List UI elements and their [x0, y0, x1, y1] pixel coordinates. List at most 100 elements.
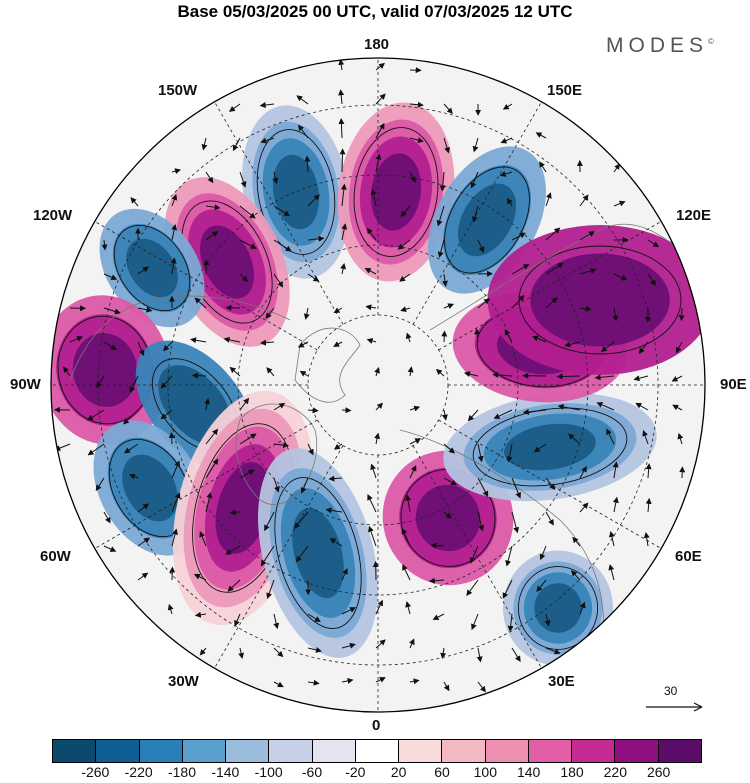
wind-arrow	[162, 341, 173, 352]
wind-arrow	[511, 511, 520, 534]
wind-arrow	[400, 306, 411, 313]
asia-coast	[429, 223, 691, 331]
wind-arrow	[170, 257, 177, 275]
wind-arrow	[307, 679, 320, 686]
lon-label-120w: 120W	[33, 207, 73, 224]
wind-arrow	[171, 528, 178, 547]
wind-arrow	[239, 171, 247, 188]
wind-arrow	[160, 409, 173, 420]
wind-arrow	[295, 545, 309, 563]
wind-arrow	[307, 407, 319, 414]
meridian-line	[214, 101, 344, 325]
wind-arrow	[397, 239, 411, 250]
wind-arrow	[201, 137, 208, 151]
wind-arrow	[128, 473, 139, 480]
wind-arrow	[171, 492, 181, 513]
wind-arrow	[364, 268, 377, 275]
wind-arrow	[435, 368, 445, 377]
wind-arrow	[366, 227, 377, 241]
wind-arrow	[439, 171, 446, 192]
wind-arrow	[612, 496, 619, 513]
lon-label-30e: 30E	[548, 673, 575, 690]
colorbar-tick-label: -140	[211, 764, 240, 780]
wind-arrow	[441, 330, 448, 343]
colorbar-tick-label: 20	[390, 764, 407, 780]
wind-arrow	[194, 297, 207, 309]
wind-arrow	[635, 402, 649, 411]
wind-arrow	[477, 239, 485, 254]
wind-arrow	[103, 545, 117, 552]
colorbar-cell	[571, 740, 615, 762]
colorbar-tick-label: 220	[603, 764, 628, 780]
wind-arrow	[299, 370, 309, 377]
wind-arrow	[239, 433, 257, 445]
land-outline-layer	[69, 223, 691, 661]
wind-arrow	[325, 507, 343, 514]
wind-arrow	[228, 103, 241, 112]
wind-arrow	[409, 678, 420, 685]
wind-arrow	[232, 137, 241, 152]
wind-arrow	[199, 647, 207, 656]
wind-arrow	[432, 613, 445, 620]
wind-arrow	[535, 132, 547, 139]
colorbar-ticks: -260 -220 -180 -140 -100 -60 -20 20 60 100 140 180 2…	[52, 764, 702, 783]
wind-arrow	[612, 307, 619, 322]
colorbar-tick-label: 100	[473, 764, 498, 780]
wind-arrow	[205, 231, 219, 241]
reference-vector-label: 30	[664, 684, 678, 698]
colorbar-tick-label: -20	[345, 764, 366, 780]
wind-arrow	[375, 153, 382, 173]
wind-arrow	[511, 295, 525, 309]
colorbar-tick-label: -260	[81, 764, 110, 780]
wind-arrow	[171, 460, 180, 479]
wind-arrow	[95, 477, 105, 492]
wind-arrow	[273, 273, 284, 288]
wind-arrow	[506, 443, 513, 463]
wind-arrow	[307, 647, 322, 653]
wind-arrow	[265, 307, 275, 319]
wind-arrow	[273, 442, 290, 449]
wind-arrow	[568, 433, 581, 445]
wind-arrow	[545, 511, 554, 526]
colorbar-cell	[268, 740, 312, 762]
wind-arrow	[428, 577, 445, 584]
wind-arrow	[63, 366, 71, 377]
colorbar-tick-label: -220	[124, 764, 153, 780]
wind-arrow	[539, 545, 547, 561]
wind-arrow	[638, 341, 649, 354]
wind-arrow	[204, 398, 211, 411]
wind-arrow	[613, 273, 628, 281]
wind-arrow	[101, 239, 108, 251]
wind-arrow	[103, 511, 111, 524]
wind-arrow	[338, 89, 345, 105]
map-border	[50, 57, 706, 713]
wind-arrow	[539, 161, 547, 173]
wind-arrow	[264, 511, 275, 532]
wind-arrow	[304, 155, 311, 173]
wind-arrow	[613, 200, 626, 207]
north-america-coast	[69, 295, 291, 381]
anomaly-center	[51, 295, 171, 445]
colorbar-cell	[95, 740, 139, 762]
wind-arrow	[273, 681, 284, 688]
lon-label-60w: 60W	[40, 548, 71, 565]
wind-arrow	[205, 458, 219, 479]
colorbar-cell	[311, 740, 355, 762]
wind-arrow	[374, 432, 381, 445]
wind-arrow	[544, 613, 551, 627]
wind-arrow	[612, 461, 619, 479]
wind-arrow	[375, 122, 385, 139]
wind-arrow	[407, 366, 414, 377]
wind-arrow	[579, 267, 597, 275]
wind-arrow	[368, 525, 377, 547]
wind-arrow	[194, 611, 207, 618]
wind-arrow	[341, 607, 356, 615]
wind-arrow	[205, 204, 221, 211]
wind-arrow	[477, 477, 489, 498]
wind-arrow	[440, 647, 447, 659]
wind-arrow	[298, 124, 309, 139]
wind-arrow	[532, 335, 547, 343]
wind-arrow	[471, 613, 479, 631]
wind-arrow	[375, 677, 386, 683]
wind-arrow	[466, 579, 479, 596]
